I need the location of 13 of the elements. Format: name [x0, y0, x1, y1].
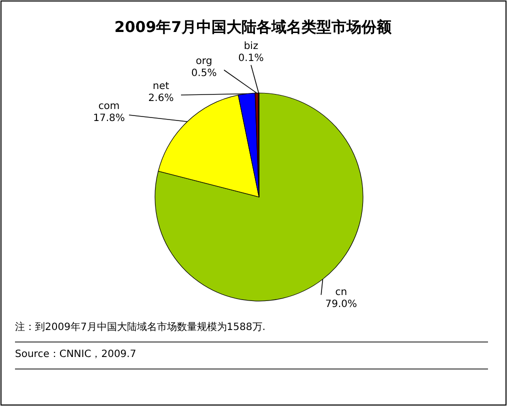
data-label: 79.0%	[325, 298, 358, 310]
data-label: 0.1%	[238, 53, 264, 64]
data-label: 17.8%	[93, 113, 125, 124]
source-note: Source：CNNIC，2009.7	[15, 349, 136, 360]
slice-label: org	[196, 56, 212, 67]
data-label: 2.6%	[148, 93, 174, 104]
slice-label: cn	[335, 286, 348, 298]
slice-label: com	[98, 101, 120, 112]
slice-label: net	[152, 81, 170, 92]
text: 注：到2009年7月中国大陆域名市场数量规模为1588万.	[15, 321, 266, 333]
slice-label: biz	[244, 41, 258, 52]
data-label: 0.5%	[191, 68, 217, 79]
chart-title: 2009年7月中国大陆各域名类型市场份额	[114, 18, 393, 36]
